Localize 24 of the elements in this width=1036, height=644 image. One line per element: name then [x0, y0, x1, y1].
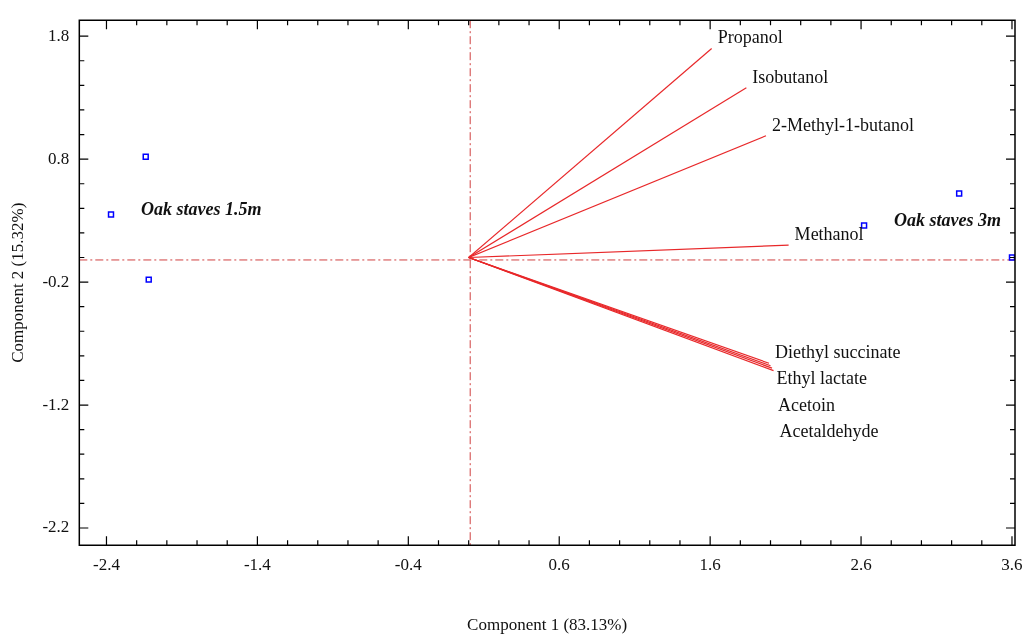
annotation: Methanol [794, 223, 864, 244]
annotation: Ethyl lactate [776, 368, 867, 389]
x-tick-label: 1.6 [699, 554, 721, 574]
annotation: Acetoin [778, 394, 836, 415]
x-tick-label: -2.4 [93, 554, 121, 574]
y-tick-label: -0.2 [42, 271, 70, 291]
y-tick-label: 0.8 [48, 148, 70, 168]
annotation: Acetaldehyde [779, 421, 879, 442]
annotation: Isobutanol [752, 66, 829, 87]
y-tick-label: 1.8 [48, 25, 70, 45]
x-axis-title: Component 1 (83.13%) [467, 615, 628, 635]
x-tick-label: -1.4 [243, 554, 272, 574]
x-tick-label: 0.6 [548, 554, 570, 574]
y-axis-title: Component 2 (15.32%) [7, 202, 27, 363]
x-tick-label: 2.6 [850, 554, 872, 574]
x-tick-label: 3.6 [1001, 554, 1023, 574]
y-tick-label: -2.2 [42, 517, 70, 537]
series-label: Oak staves 3m [894, 210, 1002, 231]
series-label: Oak staves 1.5m [141, 199, 262, 220]
annotation: Propanol [717, 27, 783, 48]
x-tick-label: -0.4 [394, 554, 423, 574]
annotation: 2-Methyl-1-butanol [771, 114, 914, 135]
y-tick-label: -1.2 [42, 394, 70, 414]
annotation: Diethyl succinate [775, 341, 901, 362]
